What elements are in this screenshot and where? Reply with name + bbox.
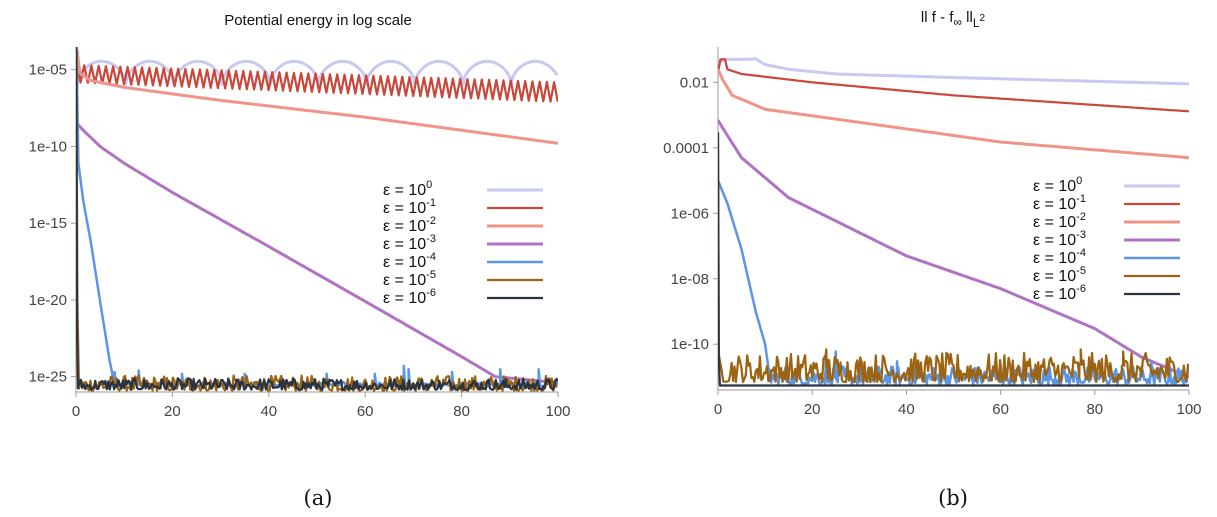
series-line-eps-10-5 (718, 132, 1189, 384)
series-line-eps-10-2 (718, 68, 1189, 160)
x-tick-label: 20 (164, 403, 181, 420)
series-line-eps-10-6 (718, 132, 1189, 387)
y-tick-label: 1e-20 (29, 292, 67, 309)
legend-label-eps-10-6: ε = 10-6 (383, 287, 436, 307)
series-line-eps-10-6 (76, 46, 558, 391)
panel-caption: (a) (304, 486, 333, 510)
title-main: ll f - f (921, 9, 954, 26)
x-tick-label: 80 (453, 403, 470, 420)
x-tick-label: 60 (992, 401, 1009, 418)
x-tick-label: 0 (72, 403, 80, 420)
series-line-eps-10-1 (76, 49, 558, 103)
y-tick-label: 1e-25 (29, 369, 67, 386)
x-tick-label: 40 (898, 401, 915, 418)
legend-label-eps-10-1: ε = 10-1 (383, 197, 436, 217)
x-tick-label: 100 (545, 403, 570, 420)
legend-label-eps-10-4: ε = 10-4 (1033, 247, 1086, 267)
legend-label-eps-10-5: ε = 10-5 (1033, 265, 1086, 285)
panel-caption: (b) (938, 486, 968, 510)
series-layer (76, 46, 558, 392)
chart-title: ll f - f∞ llL2 (921, 9, 986, 30)
legend-label-eps-10-2: ε = 10-2 (1033, 211, 1086, 231)
y-tick-label: 0.0001 (663, 140, 709, 157)
series-line-eps-100 (718, 57, 1189, 86)
legend-label-eps-10-3: ε = 10-3 (383, 233, 436, 253)
legend-label-eps-10-4: ε = 10-4 (383, 251, 436, 271)
title-mid: ll (962, 9, 973, 26)
y-tick-label: 1e-15 (29, 215, 67, 232)
x-tick-label: 0 (714, 401, 722, 418)
axes: 0 20 40 60 80 100 1e-05 1e-10 1e-15 1e-20 1e-25 (29, 47, 571, 420)
title-subscript-inf: ∞ (953, 15, 962, 29)
series-line-eps-10-1 (718, 58, 1189, 113)
legend-label-eps-10-1: ε = 10-1 (1033, 193, 1086, 213)
x-tick-label: 20 (804, 401, 821, 418)
legend-label-eps-10-5: ε = 10-5 (383, 269, 436, 289)
legend-label-eps-10-3: ε = 10-3 (1033, 229, 1086, 249)
y-tick-label: 1e-08 (671, 271, 709, 288)
x-tick-label: 60 (357, 403, 374, 420)
legend-label-eps-100: ε = 100 (1033, 175, 1082, 195)
legend-label-eps-100: ε = 100 (383, 179, 432, 199)
legend-label-eps-10-2: ε = 10-2 (383, 215, 436, 235)
title-subscript: L (973, 16, 980, 30)
series-layer (718, 57, 1189, 387)
y-tick-label: 0.01 (680, 74, 709, 91)
series-line-eps-10-3 (76, 122, 558, 385)
panel-b-l2-norm: ll f - f∞ llL2 0 20 40 60 80 100 0.01 0.0001 1e-… (663, 9, 1201, 510)
series-line-eps-10-4 (718, 180, 1189, 386)
axes: 0 20 40 60 80 100 0.01 0.0001 1e-06 1e-08 1e-10 (663, 47, 1202, 418)
y-tick-label: 1e-10 (671, 336, 709, 353)
y-tick-label: 1e-05 (29, 62, 67, 79)
title-superscript: 2 (980, 13, 986, 24)
chart-title: Potential energy in log scale (224, 12, 412, 29)
x-tick-label: 80 (1086, 401, 1103, 418)
legend-label-eps-10-6: ε = 10-6 (1033, 283, 1086, 303)
y-tick-label: 1e-06 (671, 205, 709, 222)
panel-a-potential-energy: Potential energy in log scale 0 20 40 60 80 1… (29, 12, 571, 510)
series-line-eps-10-2 (76, 49, 558, 145)
x-tick-label: 40 (260, 403, 277, 420)
x-tick-label: 100 (1176, 401, 1201, 418)
series-line-eps-10-3 (718, 119, 1189, 379)
y-tick-label: 1e-10 (29, 138, 67, 155)
